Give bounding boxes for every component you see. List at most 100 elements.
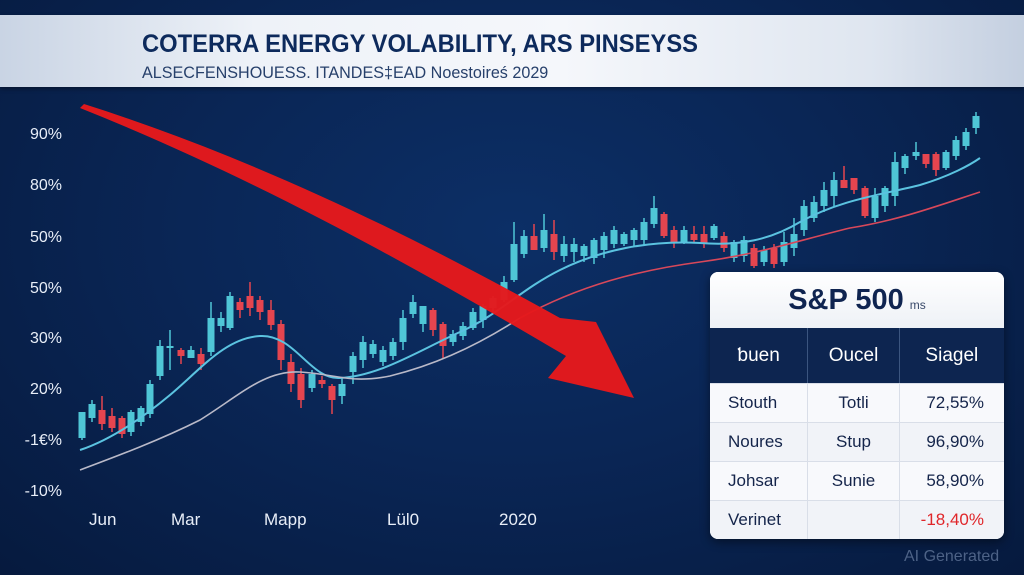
table-cell: Stouth [710, 384, 809, 422]
candle-bullish [570, 244, 578, 252]
column-header[interactable]: Oucel [808, 328, 900, 383]
candle-bullish [972, 116, 980, 128]
candle-bullish [389, 342, 397, 356]
candle-bearish [861, 188, 869, 216]
candle-bullish [469, 312, 477, 328]
candle-bullish [349, 356, 357, 372]
candle-bullish [600, 236, 608, 250]
table-cell: Noures [710, 423, 809, 461]
candle-bullish [137, 408, 145, 422]
candle-bearish [439, 324, 447, 346]
candle-bullish [369, 344, 377, 354]
candle-bullish [740, 240, 748, 256]
candle-bearish [932, 154, 940, 170]
candle-bullish [760, 250, 768, 262]
table-cell: Stup [808, 423, 900, 461]
candle-bullish [912, 152, 920, 156]
candle-bullish [901, 156, 909, 168]
candle-bearish [840, 180, 848, 188]
candle-bearish [246, 296, 254, 308]
candle-bearish [267, 310, 275, 325]
table-title-text: S&P 500 [788, 283, 904, 316]
table-cell-value: 72,55% [926, 393, 984, 412]
chart-title: COTERRA ENERGY VOLABILITY, ARS PINSEYSS [142, 30, 699, 58]
candle-bearish [850, 178, 858, 190]
downward-arrow-icon [80, 104, 634, 398]
y-tick-label: 80% [29, 177, 62, 194]
candle-bullish [610, 230, 618, 244]
candle-bullish [780, 242, 788, 262]
candle-bullish [871, 196, 879, 218]
candle-bullish [891, 162, 899, 196]
candle-bearish [287, 362, 295, 384]
table-title-suffix: ms [909, 298, 926, 312]
candle-bullish [419, 306, 427, 324]
chart-subtitle: ALSECFENSHOUESS. ITANDES‡EAD Noestoireś … [142, 63, 549, 82]
candle-bullish [88, 404, 96, 418]
candle-bullish [630, 230, 638, 240]
candle-bullish [962, 132, 970, 146]
candle-bullish [881, 188, 889, 206]
candle-bullish [359, 342, 367, 360]
candle-bullish [217, 318, 225, 326]
candle-bullish [640, 222, 648, 240]
candle-bullish [560, 244, 568, 256]
candle-bullish [680, 230, 688, 242]
candle-bullish [449, 334, 457, 342]
candle-bullish [146, 384, 154, 414]
candle-bullish [620, 234, 628, 244]
y-tick-label: -1€% [24, 432, 62, 449]
x-tick-label: Mar [171, 510, 201, 529]
table-body: Stouth Totli 72,55% Noures Stup 96,90% J… [710, 383, 1004, 539]
table-row: Johsar Sunie 58,90% [710, 461, 1004, 500]
candle-bullish [127, 412, 135, 432]
column-header[interactable]: ƅuen [710, 328, 809, 383]
table-cell-value: 58,90% [926, 471, 984, 490]
candle-bullish [540, 230, 548, 248]
candle-bullish [338, 384, 346, 396]
candle-bearish [660, 214, 668, 236]
y-tick-label: 90% [29, 126, 62, 143]
candle-bullish [166, 346, 174, 348]
candle-bearish [177, 350, 185, 356]
candle-bearish [720, 236, 728, 248]
candle-bullish [650, 208, 658, 224]
candle-bearish [690, 234, 698, 240]
x-tick-label: Mapp [264, 510, 307, 529]
moving-average-slow-line [79, 317, 521, 471]
x-tick-label: 2020 [499, 510, 537, 529]
y-tick-label: 50% [29, 229, 62, 246]
x-tick-label: Jun [89, 510, 117, 529]
candle-bearish [98, 410, 106, 424]
candle-bearish [328, 386, 336, 400]
candle-bullish [187, 350, 195, 358]
candle-bullish [308, 374, 316, 388]
candle-bullish [78, 412, 86, 438]
y-tick-label: 50% [29, 280, 62, 297]
candle-bullish [226, 296, 234, 328]
candle-bearish [429, 310, 437, 330]
candle-bullish [820, 190, 828, 206]
candle-bearish [750, 248, 758, 266]
candle-bullish [207, 318, 215, 352]
candle-bullish [790, 234, 798, 248]
candle-bearish [318, 380, 326, 384]
candle-bullish [510, 244, 518, 280]
candle-bullish [520, 236, 528, 254]
candle-bearish [550, 234, 558, 252]
candle-bearish [118, 418, 126, 434]
table-cell: Johsar [710, 462, 809, 500]
candle-bullish [409, 302, 417, 314]
table-cell: Totli [808, 384, 900, 422]
x-tick-label: Lül0 [387, 510, 420, 529]
candles-group [78, 112, 980, 440]
candle-bearish [922, 154, 930, 164]
table-cell-value-negative: -18,40% [920, 510, 984, 529]
table-row: Noures Stup 96,90% [710, 422, 1004, 461]
candle-bullish [710, 226, 718, 238]
table-cell: Sunie [808, 462, 900, 500]
candle-bullish [479, 306, 487, 320]
column-header[interactable]: Siagel [925, 344, 979, 366]
candle-bullish [399, 318, 407, 342]
